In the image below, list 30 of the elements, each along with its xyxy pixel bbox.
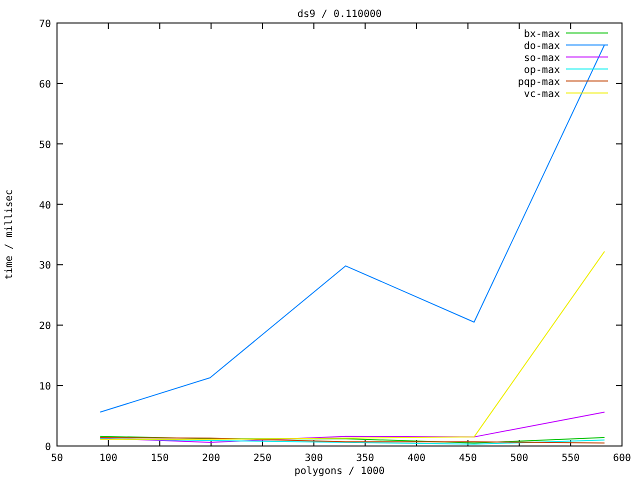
y-tick-label: 40: [38, 200, 51, 212]
y-tick-label: 30: [38, 260, 51, 272]
legend-label: vc-max: [524, 89, 560, 100]
y-tick-label: 60: [38, 79, 51, 90]
x-tick-label: 100: [99, 453, 118, 464]
y-tick-label: 10: [38, 382, 51, 393]
legend-label: pqp-max: [518, 77, 560, 88]
x-tick-label: 150: [150, 453, 169, 464]
y-tick-label: 0: [44, 442, 51, 453]
chart-title: ds9 / 0.110000: [297, 9, 382, 20]
y-tick-label: 20: [38, 321, 51, 332]
y-axis-title: time / millisec: [4, 189, 15, 280]
legend-label: do-max: [524, 41, 560, 52]
x-tick-label: 250: [253, 453, 272, 464]
x-tick-label: 300: [304, 453, 323, 464]
legend-label: bx-max: [524, 29, 560, 40]
x-tick-label: 600: [612, 453, 632, 464]
legend-label: so-max: [524, 53, 560, 64]
y-tick-label: 70: [38, 19, 51, 30]
x-tick-label: 550: [562, 453, 580, 464]
line-series: [100, 250, 606, 440]
x-tick-label: 350: [356, 453, 374, 464]
x-tick-label: 450: [458, 453, 477, 464]
x-tick-label: 400: [408, 453, 426, 464]
legend-label: op-max: [524, 65, 560, 76]
x-tick-label: 500: [510, 453, 528, 464]
x-axis-title: polygons / 1000: [294, 466, 385, 477]
x-tick-label: 50: [50, 453, 64, 464]
y-tick-label: 50: [38, 140, 51, 151]
x-tick-label: 200: [202, 453, 220, 464]
